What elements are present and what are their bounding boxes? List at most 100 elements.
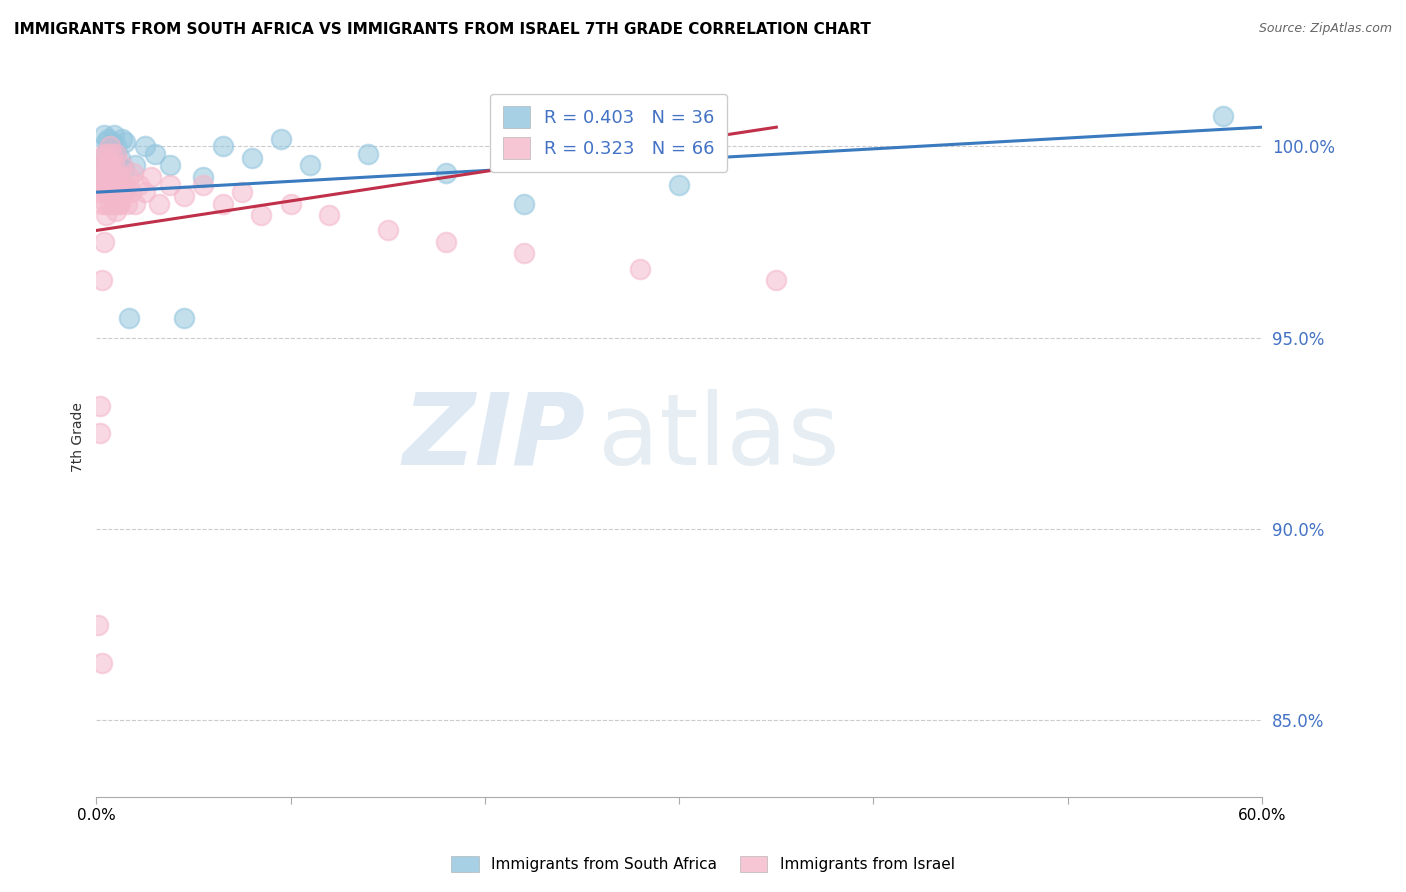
Point	[112, 185, 135, 199]
Point	[91, 158, 114, 172]
Point	[91, 656, 114, 670]
Point	[120, 185, 142, 199]
Point	[110, 185, 132, 199]
Point	[148, 196, 170, 211]
Point	[765, 273, 787, 287]
Point	[98, 151, 121, 165]
Point	[98, 158, 121, 172]
Point	[231, 185, 253, 199]
Point	[97, 166, 120, 180]
Point	[94, 196, 117, 211]
Point	[110, 131, 132, 145]
Text: atlas: atlas	[598, 389, 839, 485]
Point	[101, 136, 124, 150]
Point	[89, 400, 111, 414]
Point	[93, 235, 115, 249]
Point	[118, 311, 141, 326]
Point	[101, 166, 124, 180]
Point	[1212, 109, 1234, 123]
Point	[107, 196, 129, 211]
Point	[299, 158, 322, 172]
Point	[94, 158, 117, 172]
Point	[110, 158, 132, 172]
Point	[211, 196, 233, 211]
Point	[124, 196, 146, 211]
Point	[98, 178, 121, 192]
Y-axis label: 7th Grade: 7th Grade	[72, 402, 86, 472]
Point	[108, 169, 131, 184]
Point	[98, 196, 121, 211]
Point	[103, 158, 125, 172]
Point	[193, 178, 215, 192]
Point	[89, 158, 111, 172]
Point	[107, 178, 129, 192]
Point	[93, 185, 115, 199]
Point	[104, 147, 127, 161]
Point	[193, 169, 215, 184]
Point	[89, 426, 111, 441]
Point	[104, 166, 127, 180]
Text: Source: ZipAtlas.com: Source: ZipAtlas.com	[1258, 22, 1392, 36]
Point	[159, 158, 181, 172]
Text: ZIP: ZIP	[404, 389, 586, 485]
Point	[89, 185, 111, 199]
Point	[108, 151, 131, 165]
Point	[108, 196, 131, 211]
Point	[91, 169, 114, 184]
Point	[128, 178, 150, 192]
Text: IMMIGRANTS FROM SOUTH AFRICA VS IMMIGRANTS FROM ISRAEL 7TH GRADE CORRELATION CHA: IMMIGRANTS FROM SOUTH AFRICA VS IMMIGRAN…	[14, 22, 870, 37]
Point	[103, 196, 125, 211]
Point	[513, 196, 536, 211]
Point	[143, 147, 166, 161]
Point	[173, 311, 195, 326]
Point	[101, 185, 124, 199]
Point	[114, 178, 136, 192]
Point	[87, 178, 110, 192]
Point	[114, 136, 136, 150]
Point	[98, 139, 121, 153]
Point	[513, 246, 536, 260]
Point	[118, 169, 141, 184]
Point	[93, 147, 115, 161]
Point	[98, 139, 121, 153]
Point	[377, 223, 399, 237]
Point	[628, 261, 651, 276]
Point	[104, 185, 127, 199]
Point	[94, 147, 117, 161]
Point	[103, 154, 125, 169]
Point	[103, 128, 125, 142]
Legend: Immigrants from South Africa, Immigrants from Israel: Immigrants from South Africa, Immigrants…	[444, 848, 962, 880]
Point	[139, 169, 162, 184]
Point	[93, 178, 115, 192]
Legend: R = 0.403   N = 36, R = 0.323   N = 66: R = 0.403 N = 36, R = 0.323 N = 66	[491, 94, 727, 172]
Point	[117, 196, 139, 211]
Point	[134, 185, 156, 199]
Point	[134, 139, 156, 153]
Point	[91, 273, 114, 287]
Point	[97, 158, 120, 172]
Point	[270, 131, 292, 145]
Point	[101, 166, 124, 180]
Point	[122, 166, 145, 180]
Point	[94, 178, 117, 192]
Point	[159, 178, 181, 192]
Point	[97, 185, 120, 199]
Point	[104, 139, 127, 153]
Point	[87, 617, 110, 632]
Point	[280, 196, 302, 211]
Point	[94, 208, 117, 222]
Point	[93, 128, 115, 142]
Point	[250, 208, 273, 222]
Point	[97, 147, 120, 161]
Point	[104, 204, 127, 219]
Point	[94, 136, 117, 150]
Point	[211, 139, 233, 153]
Point	[434, 235, 457, 249]
Point	[124, 158, 146, 172]
Point	[91, 151, 114, 165]
Point	[104, 147, 127, 161]
Point	[173, 189, 195, 203]
Point	[668, 178, 690, 192]
Point	[434, 166, 457, 180]
Point	[112, 162, 135, 177]
